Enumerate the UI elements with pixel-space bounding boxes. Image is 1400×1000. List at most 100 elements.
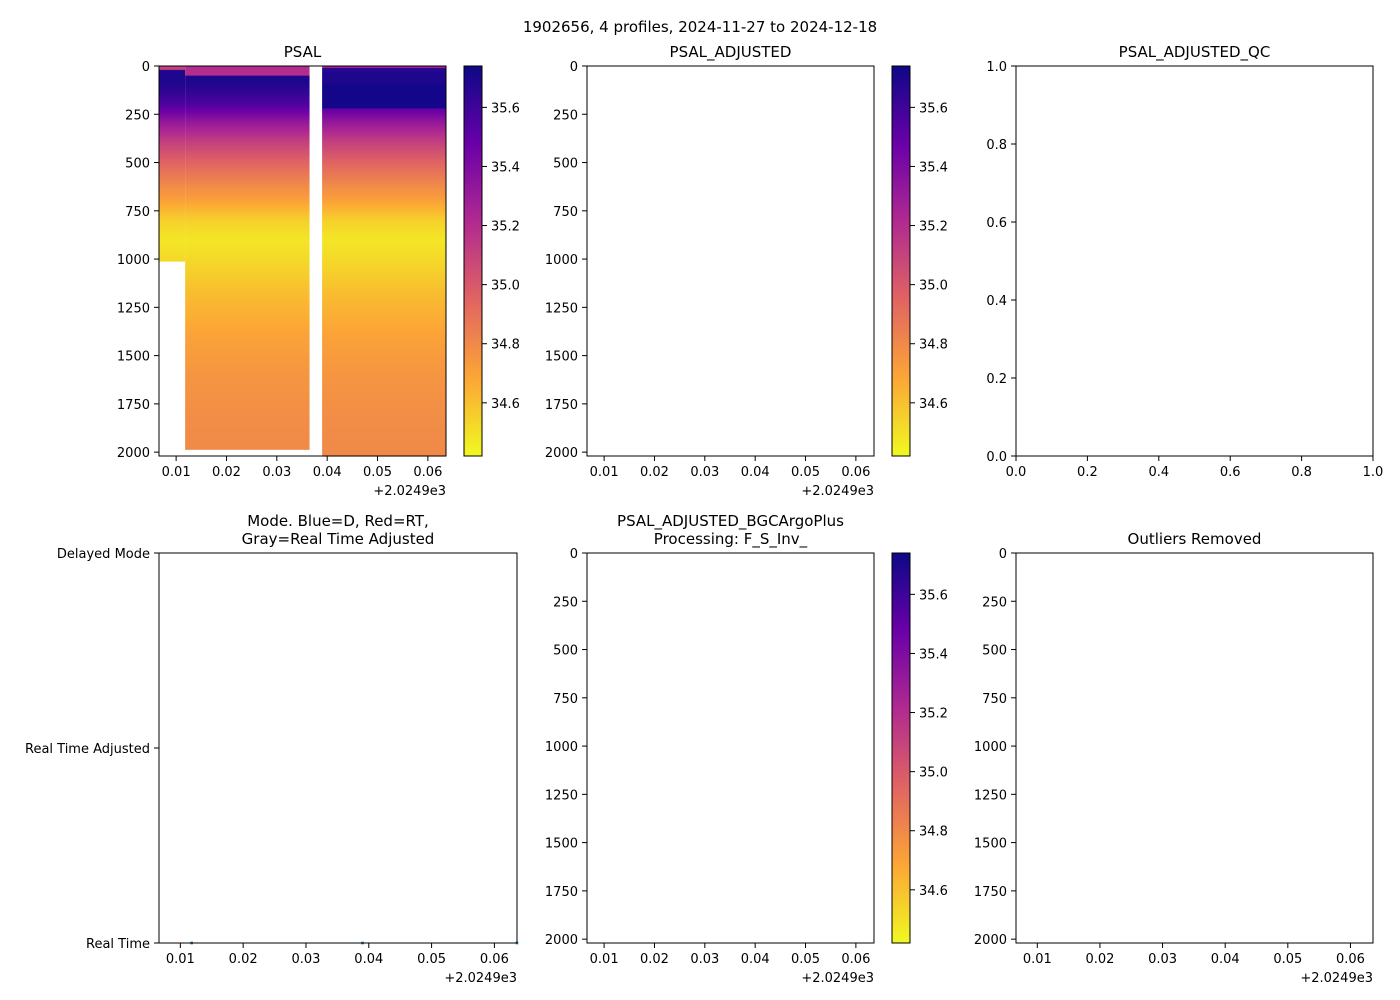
heatmap-cell [185, 116, 310, 119]
y-tick-label: 1750 [545, 398, 578, 413]
heatmap-cell [322, 303, 446, 307]
heatmap-cell [159, 239, 186, 243]
y-tick-label: 1750 [117, 398, 150, 413]
y-tick-label: 0.4 [986, 294, 1007, 309]
panel-title: PSAL_ADJUSTED [670, 43, 792, 62]
colorbar: 34.6 34.8 35.0 35.2 35.4 35.6 [891, 552, 948, 944]
heatmap-cell [185, 108, 310, 112]
heatmap-cell [185, 123, 310, 127]
heatmap-cell [185, 396, 310, 399]
heatmap-cell [185, 365, 310, 368]
heatmap-cell [185, 382, 310, 386]
x-offset-label: +2.0249e3 [373, 484, 446, 499]
heatmap-cell [322, 118, 446, 121]
heatmap-cell [185, 222, 310, 225]
heatmap-cell [185, 448, 310, 450]
heatmap-cell [159, 259, 186, 262]
heatmap-cell [185, 301, 310, 305]
heatmap-cell [185, 158, 310, 162]
heatmap-cell [159, 162, 186, 166]
x-tick-label: 0.02 [1085, 952, 1114, 967]
heatmap-cell [159, 233, 186, 237]
heatmap-cell [185, 127, 310, 131]
heatmap-cell [185, 266, 310, 270]
heatmap-cell [185, 345, 310, 349]
heatmap-cell [159, 222, 186, 225]
heatmap-cell [322, 334, 446, 337]
heatmap-cell [322, 311, 446, 314]
heatmap-cell [322, 299, 446, 303]
heatmap-cell [159, 129, 186, 133]
heatmap-cell [322, 428, 446, 432]
x-tick-label: 0.02 [229, 952, 258, 967]
heatmap-cell [322, 228, 446, 231]
heatmap-cell [159, 75, 186, 79]
heatmap-cell [185, 386, 310, 390]
heatmap-cell [322, 191, 446, 195]
heatmap-cell [185, 320, 310, 324]
heatmap-cell [185, 137, 310, 140]
heatmap-cell [159, 191, 186, 195]
y-tick-label: 1500 [545, 350, 578, 365]
y-tick-label: 1000 [117, 253, 150, 268]
heatmap-cell [322, 328, 446, 332]
heatmap-cell [185, 394, 310, 397]
heatmap-cell [322, 425, 446, 428]
heatmap-cell [322, 307, 446, 310]
x-tick-label: 0.01 [590, 952, 619, 967]
heatmap-cell [322, 193, 446, 196]
colorbar-tick-label: 35.0 [491, 279, 520, 294]
colorbar-tick-label: 35.6 [919, 101, 948, 116]
heatmap-cell [322, 365, 446, 368]
heatmap-cell [185, 110, 310, 113]
heatmap-cell [185, 276, 310, 279]
heatmap-cell [322, 249, 446, 252]
heatmap-cell [185, 199, 310, 202]
heatmap-cell [322, 351, 446, 355]
colorbar-tick-label: 35.2 [919, 220, 948, 235]
heatmap-cell [322, 289, 446, 293]
heatmap-cell [322, 170, 446, 173]
heatmap-cell [185, 403, 310, 407]
heatmap-cell [322, 127, 446, 131]
heatmap-cell [322, 149, 446, 152]
heatmap-cell [159, 230, 186, 233]
heatmap-cell [159, 183, 186, 187]
heatmap-cell [185, 259, 310, 262]
heatmap-cell [322, 106, 446, 110]
heatmap-cell [322, 98, 446, 102]
heatmap-cell [185, 160, 310, 164]
heatmap-cell [322, 158, 446, 162]
heatmap-cell [185, 336, 310, 339]
heatmap-cell [185, 299, 310, 303]
heatmap-cell [159, 139, 186, 142]
heatmap-cell [159, 243, 186, 247]
heatmap-cell [159, 249, 186, 252]
heatmap-cell [159, 174, 186, 177]
y-tick-label: 0.0 [986, 450, 1007, 465]
heatmap-cell [322, 177, 446, 181]
heatmap-cell [322, 396, 446, 399]
heatmap-cell [185, 444, 310, 447]
colorbar-tick-label: 34.8 [919, 825, 948, 840]
heatmap-cell [322, 91, 446, 94]
heatmap-cell [185, 150, 310, 154]
heatmap-cell [185, 353, 310, 357]
x-tick-label: 0.06 [480, 952, 509, 967]
heatmap-cell [185, 121, 310, 125]
heatmap-cell [322, 203, 446, 206]
heatmap-cell [159, 71, 186, 75]
x-tick-label: 0.01 [1023, 952, 1052, 967]
heatmap-cell [322, 210, 446, 214]
heatmap-cell [185, 79, 310, 83]
profile-column [159, 66, 186, 262]
heatmap-cell [159, 214, 186, 218]
heatmap-cell [322, 81, 446, 84]
heatmap-cell [159, 133, 186, 137]
heatmap-cell [322, 291, 446, 295]
heatmap-cell [159, 131, 186, 135]
heatmap-cell [185, 154, 310, 158]
heatmap-cell [159, 73, 186, 77]
heatmap-cell [159, 135, 186, 139]
heatmap-cell [322, 262, 446, 266]
